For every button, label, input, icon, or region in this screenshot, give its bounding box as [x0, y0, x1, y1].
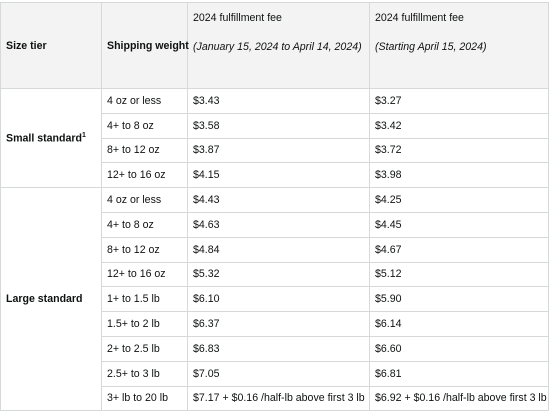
header-fee-apr: 2024 fulfillment fee (Starting April 15,…: [369, 2, 549, 89]
size-tier-label: Small standard: [6, 132, 82, 145]
fee-apr-cell: $4.25: [369, 187, 549, 213]
fee-jan-cell: $4.63: [187, 211, 370, 238]
header-fee-apr-title: 2024 fulfillment fee: [375, 12, 464, 24]
fee-jan-cell: $7.17 + $0.16 /half-lb above first 3 lb: [187, 385, 370, 412]
header-fee-apr-period: (Starting April 15, 2024): [375, 41, 487, 53]
table-row: 8+ to 12 oz $3.87 $3.72: [1, 137, 549, 164]
header-size-tier: Size tier: [0, 2, 102, 89]
shipping-weight-cell: 12+ to 16 oz: [101, 162, 188, 189]
table-row: 1+ to 1.5 lb $6.10 $5.90: [1, 286, 549, 313]
header-fee-jan-period: (January 15, 2024 to April 14, 2024): [193, 41, 362, 53]
table-body: Small standard1 4 oz or less $3.43 $3.27 4+ …: [0, 87, 549, 412]
fee-apr-cell: $6.81: [369, 360, 549, 387]
fee-jan-cell: $5.32: [187, 261, 370, 288]
table-row: 12+ to 16 oz $4.15 $3.98: [1, 162, 549, 189]
fee-apr-cell: $3.27: [369, 88, 549, 114]
size-tier-label: Large standard: [6, 293, 83, 306]
fee-jan-cell: $6.83: [187, 335, 370, 362]
shipping-weight-cell: 8+ to 12 oz: [101, 137, 188, 164]
shipping-weight-cell: 1.5+ to 2 lb: [101, 311, 188, 337]
table-row: 12+ to 16 oz $5.32 $5.12: [1, 261, 549, 288]
size-tier-cell: Large standard: [0, 187, 102, 412]
shipping-weight-cell: 1+ to 1.5 lb: [101, 286, 188, 313]
table-row: 2.5+ to 3 lb $7.05 $6.81: [1, 360, 549, 387]
size-tier-cell: Small standard1: [0, 87, 102, 189]
fee-jan-cell: $4.15: [187, 162, 370, 189]
header-fee-jan: 2024 fulfillment fee (January 15, 2024 t…: [187, 2, 370, 89]
fee-apr-cell: $3.42: [369, 112, 549, 139]
fee-apr-cell: $5.90: [369, 286, 549, 313]
fee-jan-cell: $4.84: [187, 236, 370, 263]
fee-jan-cell: $6.37: [187, 311, 370, 337]
fee-jan-cell: $3.87: [187, 137, 370, 164]
shipping-weight-cell: 4 oz or less: [101, 187, 188, 213]
fee-apr-cell: $4.67: [369, 236, 549, 263]
table-row: 4+ to 8 oz $4.63 $4.45: [1, 211, 549, 238]
table-row: 4+ to 8 oz $3.58 $3.42: [1, 112, 549, 139]
shipping-weight-cell: 8+ to 12 oz: [101, 236, 188, 263]
shipping-weight-cell: 2+ to 2.5 lb: [101, 335, 188, 362]
fee-jan-cell: $3.43: [187, 88, 370, 114]
fee-jan-cell: $4.43: [187, 187, 370, 213]
fee-apr-cell: $3.72: [369, 137, 549, 164]
fee-apr-cell: $6.60: [369, 335, 549, 362]
table-row: 8+ to 12 oz $4.84 $4.67: [1, 236, 549, 263]
header-row: Size tier Shipping weight 2024 fulfillme…: [0, 2, 549, 89]
fee-jan-cell: $7.05: [187, 360, 370, 387]
fee-apr-cell: $3.98: [369, 162, 549, 189]
table-row: Small standard1 4 oz or less $3.43 $3.27: [0, 87, 549, 189]
shipping-weight-cell: 4+ to 8 oz: [101, 112, 188, 139]
footnote-marker: 1: [81, 131, 86, 139]
table-row: 1.5+ to 2 lb $6.37 $6.14: [1, 311, 549, 337]
fee-apr-cell: $6.14: [369, 311, 549, 337]
table-row: Large standard 4 oz or less $4.43 $4.25: [0, 187, 549, 412]
shipping-weight-cell: 12+ to 16 oz: [101, 261, 188, 288]
fee-apr-cell: $6.92 + $0.16 /half-lb above first 3 lb: [369, 385, 549, 412]
fee-jan-cell: $6.10: [187, 286, 370, 313]
table-row: 3+ lb to 20 lb $7.17 + $0.16 /half-lb abo…: [1, 385, 549, 412]
fee-table-container: Size tier Shipping weight 2024 fulfillme…: [0, 2, 549, 412]
header-fee-jan-title: 2024 fulfillment fee: [193, 12, 282, 24]
header-shipping-weight: Shipping weight: [101, 2, 189, 89]
fulfillment-fee-table: Size tier Shipping weight 2024 fulfillme…: [0, 2, 549, 412]
shipping-weight-cell: 3+ lb to 20 lb: [101, 385, 188, 412]
shipping-weight-cell: 4+ to 8 oz: [101, 211, 188, 238]
shipping-weight-cell: 2.5+ to 3 lb: [101, 360, 188, 387]
fee-apr-cell: $5.12: [369, 261, 549, 288]
table-header: Size tier Shipping weight 2024 fulfillme…: [0, 2, 549, 89]
fee-jan-cell: $3.58: [187, 112, 370, 139]
table-row: 2+ to 2.5 lb $6.83 $6.60: [1, 335, 549, 362]
fee-apr-cell: $4.45: [369, 211, 549, 238]
shipping-weight-cell: 4 oz or less: [101, 88, 188, 114]
